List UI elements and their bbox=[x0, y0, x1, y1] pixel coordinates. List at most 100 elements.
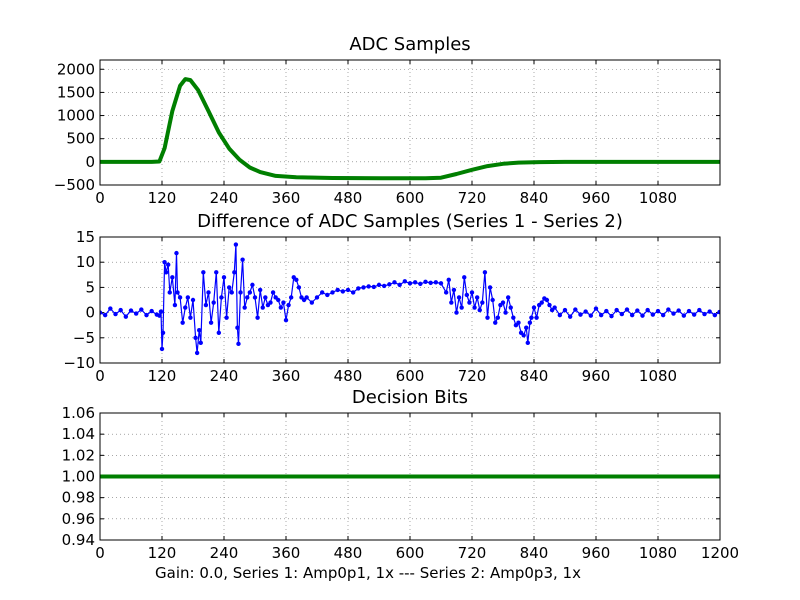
chart-2-x-tick-label: 1080 bbox=[639, 367, 677, 385]
chart-2-series-1-point bbox=[474, 295, 480, 300]
chart-2-series-1-point bbox=[397, 282, 402, 288]
chart-2-series-1-point bbox=[629, 312, 635, 318]
chart-2-series-1-point bbox=[108, 306, 113, 311]
chart-1-y-tick-label: 1000 bbox=[57, 107, 95, 125]
chart-2-series-1-point bbox=[381, 283, 387, 289]
chart-2-series-1-point bbox=[433, 280, 439, 285]
chart-2-series-1-point bbox=[521, 333, 526, 338]
chart-2-series-1-point bbox=[686, 308, 692, 314]
chart-2-series-1-point bbox=[451, 287, 457, 293]
chart-3-x-tick-label: 240 bbox=[210, 544, 239, 562]
chart-2-series-1-point bbox=[469, 290, 475, 295]
chart-2-series-1-point bbox=[194, 350, 200, 356]
chart-2-series-1-point bbox=[376, 282, 382, 288]
chart-2-series-1-point bbox=[516, 320, 521, 325]
chart-2-series-1-point bbox=[712, 312, 718, 318]
chart-2-series-1-point bbox=[418, 281, 423, 287]
chart-3-y-tick-label: 1.02 bbox=[62, 446, 95, 464]
chart-2-series-1-point bbox=[160, 330, 166, 335]
chart-2-series-1-point bbox=[167, 290, 172, 295]
chart-1-x-tick-label: 600 bbox=[396, 189, 425, 207]
chart-2-series-1-point bbox=[296, 285, 302, 290]
chart-2-series-1-point bbox=[500, 300, 506, 305]
chart-1-y-tick-label: 1500 bbox=[57, 83, 95, 101]
chart-2-series-1-point bbox=[525, 340, 530, 346]
chart-2-series-1-point bbox=[100, 310, 103, 315]
chart-2-series-1-point bbox=[529, 315, 534, 320]
chart-2-series-1-point bbox=[681, 313, 687, 318]
chart-1-x-tick-label: 840 bbox=[520, 189, 549, 207]
chart-2-series-1-point bbox=[604, 308, 609, 314]
chart-2-series-1-point bbox=[609, 313, 614, 319]
chart-2-series-1-point bbox=[149, 308, 154, 314]
chart-2-series-1-point bbox=[717, 309, 720, 315]
chart-3-frame bbox=[99, 412, 721, 541]
chart-2-series-group bbox=[100, 242, 720, 356]
chart-2-x-tick-label: 840 bbox=[520, 367, 549, 385]
chart-2-series-1-point bbox=[511, 315, 516, 320]
chart-2-series-1-point bbox=[309, 300, 315, 305]
chart-2-series-1-point bbox=[534, 315, 539, 320]
chart-1-x-tick-label: 1080 bbox=[639, 189, 677, 207]
chart-2-series-1-point bbox=[257, 287, 263, 293]
chart-2-series-1-point bbox=[238, 290, 243, 295]
chart-2-series-1-point bbox=[314, 295, 320, 300]
chart-2-series-1-point bbox=[573, 307, 578, 312]
chart-2-series-1-point bbox=[503, 310, 508, 315]
chart-2-series-1-point bbox=[242, 305, 247, 310]
chart-2-series-1-point bbox=[361, 285, 366, 290]
chart-2-series-1-point bbox=[438, 281, 444, 286]
chart-1-x-tick-label: 240 bbox=[210, 189, 239, 207]
chart-2-series-1-point bbox=[443, 290, 449, 295]
chart-2-series-1-point bbox=[286, 302, 291, 308]
chart-2-series-1-point bbox=[480, 300, 485, 305]
chart-3-x-tick-label: 0 bbox=[95, 544, 105, 562]
chart-2-series-1-point bbox=[193, 335, 198, 340]
chart-2-series-1-point bbox=[666, 307, 671, 312]
chart-2-series-1-point bbox=[459, 305, 464, 310]
chart-2-series-1-point bbox=[216, 330, 222, 335]
chart-2-series-1-point bbox=[157, 313, 162, 318]
chart-1-x-tick-label: 0 bbox=[95, 189, 105, 207]
chart-3-y-tick-label: 0.96 bbox=[62, 510, 95, 528]
chart-2-series-1-point bbox=[294, 277, 299, 283]
chart-2-series-1-point bbox=[133, 311, 139, 316]
chart-2-series-1-point bbox=[240, 257, 245, 262]
chart-2-series-1-point bbox=[226, 285, 232, 290]
chart-2-series-1-point bbox=[702, 311, 707, 317]
chart-2-series-1-point bbox=[660, 312, 666, 318]
chart-2-series-1-point bbox=[201, 270, 206, 275]
chart-2-series-1-point bbox=[166, 262, 171, 267]
chart-2-series-1-point bbox=[172, 302, 178, 308]
chart-2-series-1-point bbox=[578, 312, 583, 317]
chart-2-series-1-point bbox=[159, 346, 165, 352]
chart-2-x-tick-label: 720 bbox=[458, 367, 487, 385]
chart-2-series-1-point bbox=[493, 320, 498, 325]
chart-2-series-1-point bbox=[508, 305, 513, 310]
chart-2-series-1-point bbox=[304, 295, 309, 300]
chart-2-series-1-point bbox=[477, 307, 482, 313]
chart-2-series-1-point bbox=[260, 305, 265, 310]
chart-2-series-1-point bbox=[676, 308, 681, 313]
chart-3-x-tick-label: 120 bbox=[148, 544, 177, 562]
chart-2-series-1-point bbox=[456, 295, 462, 300]
chart-3-x-tick-label: 1200 bbox=[701, 544, 739, 562]
chart-2-series-1-point bbox=[224, 315, 229, 320]
chart-2-series-1-point bbox=[247, 290, 253, 295]
chart-2-series-1-point bbox=[235, 325, 240, 330]
chart-2-series-1-point bbox=[557, 312, 563, 318]
chart-2-frame bbox=[99, 236, 721, 364]
chart-2-series-1-point bbox=[319, 290, 325, 295]
chart-2-series-1-point bbox=[412, 280, 418, 285]
chart-2-series-1-point bbox=[487, 285, 493, 290]
chart-2-series-1-point bbox=[197, 328, 202, 333]
chart-2-series-1-point bbox=[350, 290, 356, 295]
chart-2-series-1-point bbox=[583, 309, 588, 314]
chart-2-series-1-point bbox=[345, 287, 351, 293]
chart-2-title: Difference of ADC Samples (Series 1 - Se… bbox=[197, 211, 623, 232]
chart-2-series-1-point bbox=[255, 315, 260, 320]
chart-2-series-1-point bbox=[531, 305, 537, 310]
chart-1-y-tick-label: 2000 bbox=[57, 60, 95, 78]
chart-2-series-1-point bbox=[113, 311, 118, 317]
chart-2-x-tick-label: 360 bbox=[272, 367, 301, 385]
